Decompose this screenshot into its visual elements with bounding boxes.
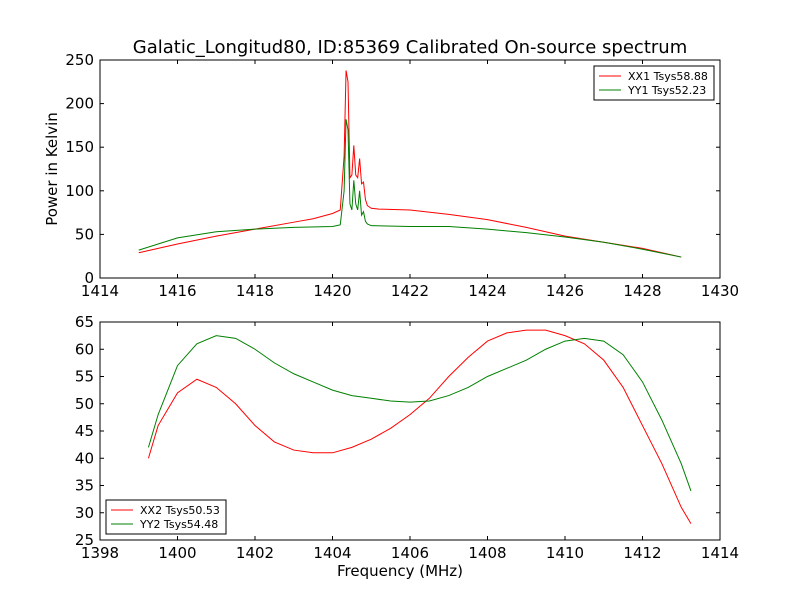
- chart1-x-tick-label: 1404: [313, 544, 351, 562]
- chart1-y-tick-label: 60: [75, 340, 94, 358]
- chart0-y-tick-label: 0: [84, 269, 94, 287]
- chart0-y-tick-label: 50: [75, 225, 94, 243]
- chart0-x-tick-label: 1422: [391, 282, 429, 300]
- chart1-x-tick-label: 1402: [236, 544, 274, 562]
- chart0-y-axis-label: Power in Kelvin: [43, 112, 61, 226]
- chart0-x-tick-label: 1414: [81, 282, 119, 300]
- chart1-y-tick-label: 50: [75, 395, 94, 413]
- chart1-y-tick-label: 45: [75, 422, 94, 440]
- chart1-x-tick-label: 1412: [623, 544, 661, 562]
- chart1-x-tick-label: 1400: [158, 544, 196, 562]
- chart0-x-tick-label: 1420: [313, 282, 351, 300]
- chart1-x-tick-label: 1414: [701, 544, 739, 562]
- chart1-legend-label: YY2 Tsys54.48: [139, 518, 218, 531]
- top-spectrum-chart: 1414 1416 1418 1420 1422 1424 1426 1428 1430 0 50 1…: [43, 51, 739, 300]
- chart0-x-tick-label: 1418: [236, 282, 274, 300]
- chart0-series-line-1: [138, 119, 682, 258]
- chart1-y-tick-label: 25: [75, 531, 94, 549]
- chart0-series-line-0: [138, 70, 682, 258]
- chart1-x-tick-label: 1408: [468, 544, 506, 562]
- bottom-spectrum-chart: 1398 1400 1402 1404 1406 1408 1410 1412 1414 25 30…: [75, 313, 739, 580]
- chart1-x-tick-label: 1410: [546, 544, 584, 562]
- chart1-legend-box: [105, 499, 227, 535]
- chart0-x-tick-label: 1424: [468, 282, 506, 300]
- chart0-x-tick-label: 1426: [546, 282, 584, 300]
- chart0-legend-label: YY1 Tsys52.23: [627, 84, 706, 97]
- chart1-x-tick-label: 1406: [391, 544, 429, 562]
- chart1-legend-label: XX2 Tsys50.53: [140, 504, 220, 517]
- chart0-legend-label: XX1 Tsys58.88: [628, 70, 708, 83]
- chart0-x-tick-label: 1416: [158, 282, 196, 300]
- chart0-legend-box: [593, 65, 715, 101]
- chart0-x-tick-label: 1428: [623, 282, 661, 300]
- chart0-y-tick-label: 200: [65, 95, 94, 113]
- chart0-x-tick-label: 1430: [701, 282, 739, 300]
- chart1-y-tick-label: 55: [75, 368, 94, 386]
- chart0-y-tick-label: 100: [65, 182, 94, 200]
- chart0-y-tick-label: 250: [65, 51, 94, 69]
- chart1-x-axis-label: Frequency (MHz): [337, 562, 463, 580]
- figure-title: Galatic_Longitud80, ID:85369 Calibrated …: [133, 37, 687, 58]
- chart1-series-line-0: [147, 329, 692, 524]
- chart1-y-tick-label: 35: [75, 477, 94, 495]
- chart1-y-tick-label: 40: [75, 449, 94, 467]
- chart1-y-tick-label: 30: [75, 504, 94, 522]
- chart1-series-line-1: [147, 335, 692, 492]
- chart0-y-tick-label: 150: [65, 138, 94, 156]
- chart1-x-tick-label: 1398: [81, 544, 119, 562]
- chart1-y-tick-label: 65: [75, 313, 94, 331]
